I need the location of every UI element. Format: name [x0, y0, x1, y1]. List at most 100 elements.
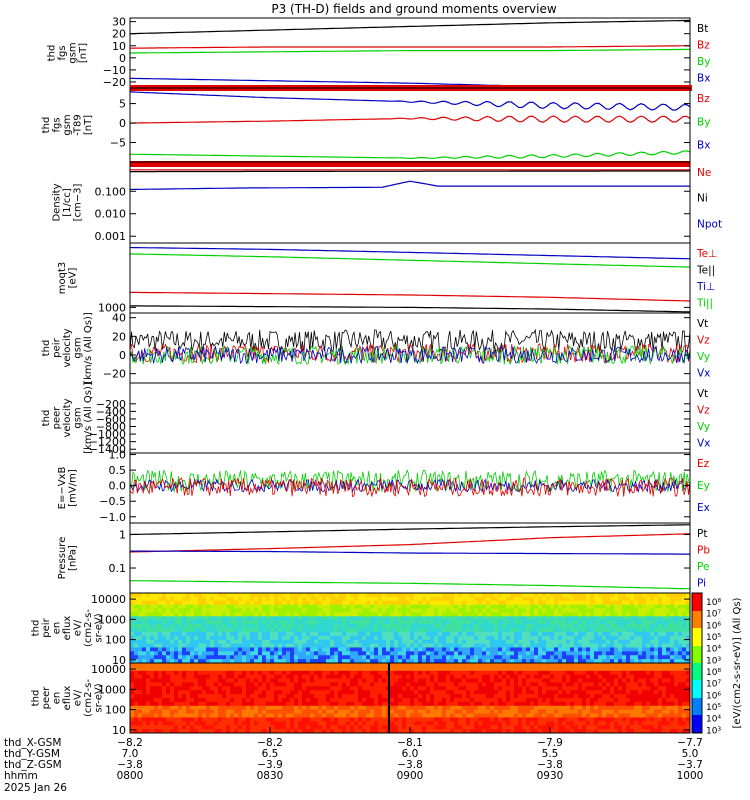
- legend-Vx: Vx: [697, 438, 710, 450]
- ytick-label: 1000: [98, 301, 126, 314]
- colorbar-tick-label: 10⁷: [706, 610, 721, 620]
- ytick-label: −0.5: [99, 495, 126, 508]
- colorbar-tick-label: 10⁶: [706, 691, 721, 701]
- ylabel: velocity: [62, 328, 73, 367]
- ylabel: eV/: [73, 619, 84, 636]
- colorbar-tick-label: 10⁸: [706, 598, 721, 608]
- ylabel: [cm−3]: [73, 184, 84, 222]
- series-Te⊥: [130, 291, 691, 302]
- x-row-value: 0930: [537, 770, 564, 782]
- series-Vy: [129, 345, 691, 366]
- legend-Vz: Vz: [697, 405, 710, 417]
- legend-Vt: Vt: [697, 388, 708, 400]
- series-Pb: [129, 533, 691, 553]
- ylabel: en: [52, 692, 63, 705]
- series-Bx: [129, 150, 691, 160]
- ytick-label: 0.100: [95, 185, 127, 198]
- series-Pt: [129, 524, 690, 536]
- x-row-value: 0800: [117, 770, 144, 782]
- ylabel: [km/s (All Qs)]: [83, 382, 94, 454]
- legend-Ex: Ex: [697, 502, 710, 514]
- colorbar-tick-label: 10⁶: [706, 621, 721, 631]
- ylabel: thd: [41, 410, 52, 427]
- series-Ni: [130, 170, 691, 173]
- ylabel: Density: [52, 183, 63, 221]
- ylabel: fgs: [57, 45, 68, 60]
- x-row-value: 5.5: [542, 748, 559, 760]
- ylabel: [nT]: [83, 115, 94, 135]
- ytick-label: 5: [119, 98, 126, 111]
- series-Bz: [129, 91, 691, 111]
- ytick-label: −20: [103, 76, 126, 89]
- ylabel: peir: [52, 337, 63, 357]
- x-row-value: 7.0: [122, 748, 139, 760]
- ylabel: fgs: [52, 117, 63, 132]
- series-Ex: [129, 476, 691, 498]
- ytick-label: 1.0: [109, 449, 127, 462]
- series-By: [129, 115, 691, 124]
- ytick-label: 0.5: [109, 464, 127, 477]
- ylabel: E=−VxB: [57, 467, 68, 510]
- legend-Ni: Ni: [697, 193, 708, 205]
- ytick-label: −400: [96, 405, 126, 418]
- ylabel: velocity: [62, 398, 73, 437]
- date-label: 2025 Jan 26: [4, 782, 67, 794]
- ytick-label: 1000: [98, 613, 126, 626]
- ylabel: [nT]: [78, 43, 89, 63]
- legend-Npot: Npot: [697, 218, 722, 230]
- ylabel: thd: [41, 117, 52, 134]
- ylabel: gsm: [62, 114, 73, 135]
- colorbar-tick-label: 10³: [706, 726, 721, 736]
- x-row-label: thd_Y-GSM: [4, 748, 60, 760]
- series-Pi: [130, 580, 691, 590]
- colorbar-tick-label: 10⁴: [706, 715, 721, 725]
- ytick-label: 10: [112, 654, 126, 667]
- ytick-label: 0.010: [95, 208, 127, 221]
- x-row-value: −8.1: [397, 737, 423, 749]
- legend-Ti||: Ti||: [696, 298, 713, 310]
- ylabel: peer: [41, 686, 52, 710]
- ylabel: gsm: [67, 42, 78, 63]
- x-row-value: −3.8: [537, 759, 563, 771]
- ylabel: [mV/m]: [67, 469, 78, 507]
- ytick-label: 0: [119, 117, 126, 130]
- panel-3: 1000 moqt3 [eV] Te⊥ Te|| Ti⊥ Ti||: [57, 242, 717, 314]
- ytick-label: 1: [119, 528, 126, 541]
- legend-Vy: Vy: [697, 351, 710, 363]
- colorbar-label: [eV/(cm2-s-sr-eV)] (All Qs): [732, 597, 743, 728]
- ytick-label: 20: [112, 330, 126, 343]
- ylabel: thd: [31, 620, 42, 637]
- colorbar-tick-label: 10⁷: [706, 680, 721, 690]
- ytick-label: 10000: [91, 663, 126, 676]
- panel-separator-bar: [130, 161, 690, 167]
- panel-4: 40 20 0 −20 thd peir velocity gsm [km/s (All Qs)…: [41, 312, 710, 384]
- ytick-label: 30: [112, 16, 126, 29]
- panel-1: 5 0 −5 thd fgs gsm -T89 [nT] Bz By Bx: [41, 85, 710, 163]
- ytick-label: −1000: [89, 428, 126, 441]
- x-row-value: 0830: [257, 770, 284, 782]
- ytick-label: 100: [105, 704, 126, 717]
- legend-Ey: Ey: [697, 480, 710, 492]
- colorbar-frame: [691, 592, 703, 734]
- ylabel: eflux: [62, 616, 73, 641]
- legend-Bx: Bx: [697, 140, 710, 152]
- series-Bz: [129, 45, 690, 49]
- series-Bt: [129, 19, 691, 35]
- panel-frame: [129, 161, 691, 244]
- ylabel: (cm2-s-: [83, 679, 94, 717]
- legend-Bz: Bz: [697, 93, 710, 105]
- panel-8: 10000 1000 100 10 thd peir en eflux eV/(cm2-s-sr…: [31, 592, 691, 667]
- ylabel: [eV]: [67, 268, 78, 289]
- colorbar-tick-label: 10⁵: [706, 633, 721, 643]
- series-By: [130, 48, 690, 54]
- legend-By: By: [697, 56, 710, 68]
- x-row-value: −3.9: [257, 759, 283, 771]
- series-Ti⊥: [129, 246, 691, 260]
- series-Te||: [130, 305, 691, 313]
- legend-Te||: Te||: [696, 265, 715, 277]
- ytick-label: 100: [105, 634, 126, 647]
- panel-frame: [129, 242, 691, 314]
